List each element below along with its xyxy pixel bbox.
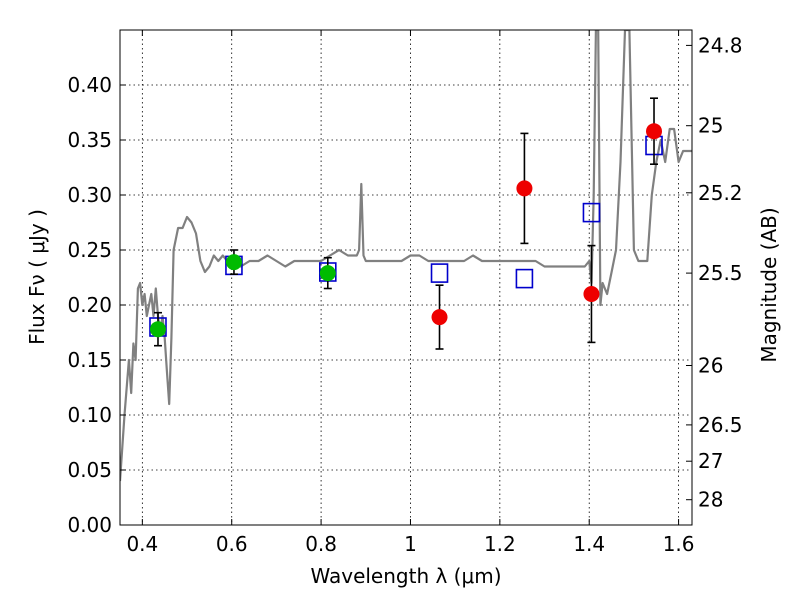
data-point-marker bbox=[319, 265, 336, 282]
data-point-marker bbox=[516, 180, 533, 197]
right-tick-label: 25 bbox=[698, 114, 723, 138]
x-tick-label: 1 bbox=[404, 532, 417, 556]
x-tick-label: 0.6 bbox=[216, 532, 248, 556]
y-tick-label: 0.35 bbox=[67, 128, 112, 152]
model-square-marker bbox=[430, 263, 449, 283]
right-tick-label: 24.8 bbox=[698, 33, 743, 57]
model-square-marker bbox=[515, 268, 534, 289]
right-tick-label: 27 bbox=[698, 449, 723, 473]
right-tick-label: 28 bbox=[698, 488, 723, 512]
y-tick-label: 0.30 bbox=[67, 183, 112, 207]
x-axis-label: Wavelength λ (μm) bbox=[310, 564, 501, 588]
data-point-marker bbox=[431, 309, 448, 326]
right-tick-label: 25.5 bbox=[698, 261, 743, 285]
x-tick-label: 1.6 bbox=[663, 532, 695, 556]
data-point-marker bbox=[646, 123, 663, 140]
model-square-marker bbox=[582, 202, 601, 223]
y-tick-label: 0.20 bbox=[67, 293, 112, 317]
x-tick-label: 0.8 bbox=[305, 532, 337, 556]
y-tick-label: 0.05 bbox=[67, 458, 112, 482]
y-tick-label: 0.10 bbox=[67, 403, 112, 427]
right-tick-label: 26.5 bbox=[698, 413, 743, 437]
x-tick-label: 1.2 bbox=[484, 532, 516, 556]
data-layer bbox=[120, 30, 692, 482]
data-point-marker bbox=[225, 254, 242, 271]
y-tick-label: 0.00 bbox=[67, 513, 112, 537]
grid bbox=[120, 30, 692, 526]
right-tick-label: 25.2 bbox=[698, 181, 743, 205]
right-tick-label: 26 bbox=[698, 354, 723, 378]
y-tick-label: 0.40 bbox=[67, 73, 112, 97]
x-tick-label: 1.4 bbox=[573, 532, 605, 556]
data-point-marker bbox=[149, 321, 166, 338]
y-tick-label: 0.25 bbox=[67, 238, 112, 262]
x-tick-label: 0.4 bbox=[126, 532, 158, 556]
ticks: 0.4 0.6 0.8 1 1.2 1.4 1.6 0.00 0.05 0.10 0.15 0.20 0… bbox=[67, 30, 743, 556]
plot-frame bbox=[119, 29, 693, 526]
right-axis-label: Magnitude (AB) bbox=[757, 207, 781, 362]
y-tick-label: 0.15 bbox=[67, 348, 112, 372]
y-axis-label: Flux Fν ( μJy ) bbox=[25, 209, 49, 345]
data-point-marker bbox=[583, 286, 600, 302]
